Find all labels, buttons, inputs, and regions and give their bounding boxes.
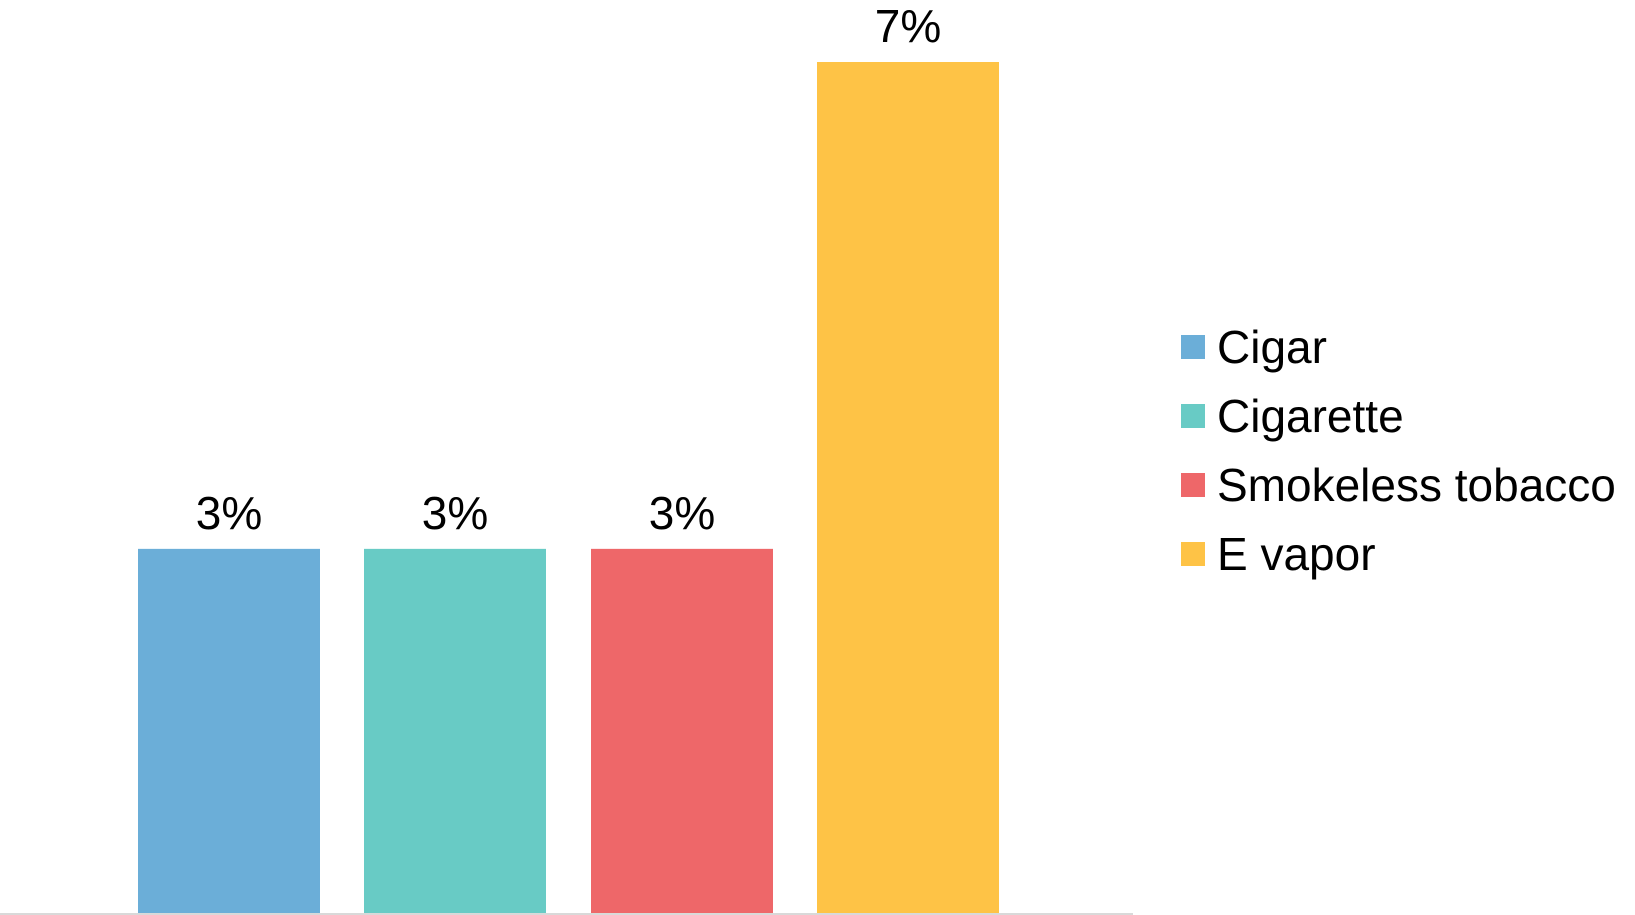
data-labels-group: 3% 3% 3% 7% <box>196 0 941 539</box>
legend-swatch-cigarette <box>1181 404 1205 428</box>
legend: Cigar Cigarette Smokeless tobacco E vapor <box>1181 321 1616 580</box>
bar-e-vapor <box>817 62 999 914</box>
data-label-smokeless-tobacco: 3% <box>649 487 715 539</box>
data-label-cigar: 3% <box>196 487 262 539</box>
data-label-cigarette: 3% <box>422 487 488 539</box>
bars-group <box>138 62 999 914</box>
bar-smokeless-tobacco <box>591 548 773 914</box>
legend-label-cigar: Cigar <box>1217 321 1327 373</box>
bar-cigarette <box>364 548 546 914</box>
legend-swatch-cigar <box>1181 335 1205 359</box>
legend-label-smokeless-tobacco: Smokeless tobacco <box>1217 459 1616 511</box>
legend-swatch-smokeless-tobacco <box>1181 473 1205 497</box>
bar-cigar <box>138 548 320 914</box>
data-label-e-vapor: 7% <box>875 0 941 52</box>
legend-label-e-vapor: E vapor <box>1217 528 1376 580</box>
legend-swatch-e-vapor <box>1181 542 1205 566</box>
legend-label-cigarette: Cigarette <box>1217 390 1404 442</box>
